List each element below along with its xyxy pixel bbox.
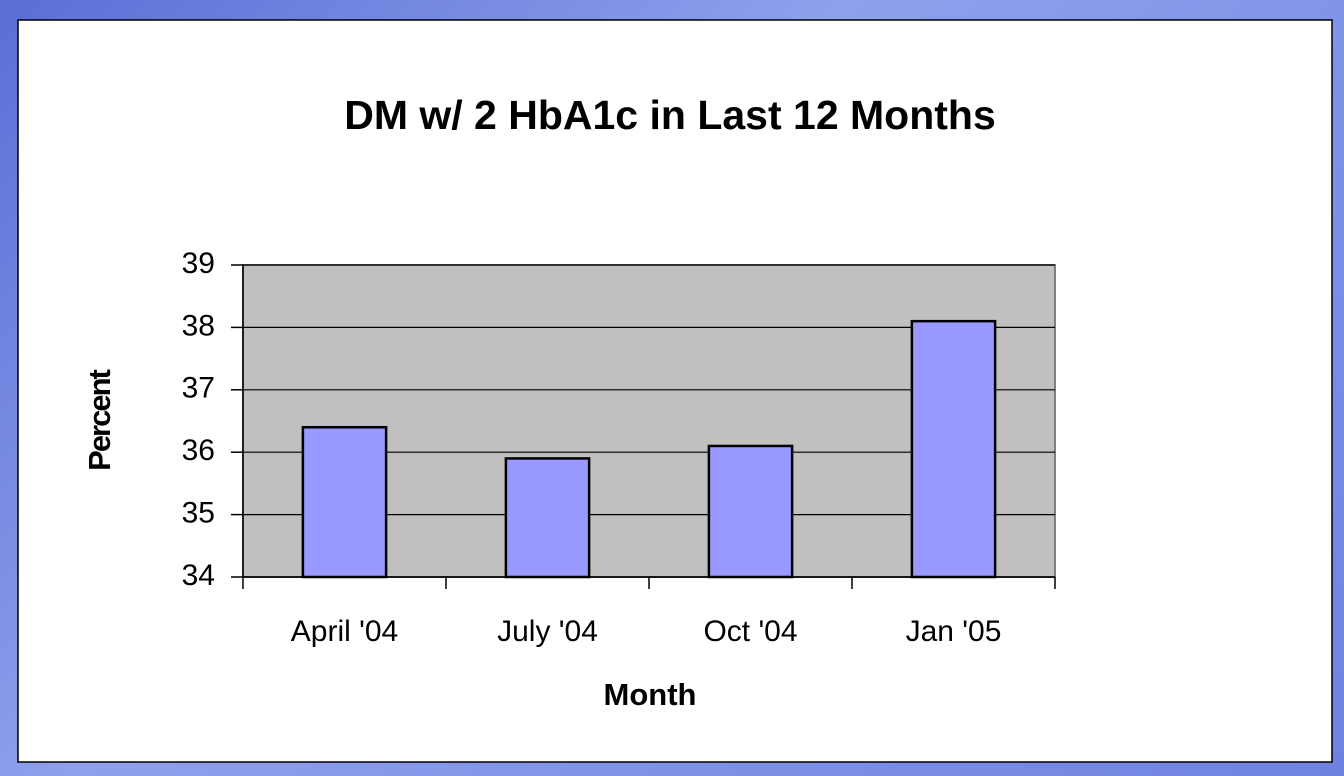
y-tick-label: 39 xyxy=(182,247,215,280)
x-tick-label: Jan '05 xyxy=(906,615,1002,648)
y-tick-label: 36 xyxy=(182,434,215,467)
y-tick-label: 37 xyxy=(182,372,215,405)
y-tick-label: 35 xyxy=(182,497,215,530)
bar xyxy=(910,319,997,579)
y-axis-title: Percent xyxy=(82,369,117,470)
x-tick-label: April '04 xyxy=(291,615,398,648)
x-axis-title: Month xyxy=(604,677,697,712)
chart-title: DM w/ 2 HbA1c in Last 12 Months xyxy=(344,92,996,138)
bar xyxy=(301,425,388,579)
y-tick-label: 38 xyxy=(182,309,215,342)
y-tick-label: 34 xyxy=(182,559,215,592)
bar xyxy=(707,444,794,579)
bar xyxy=(504,457,591,579)
x-tick-label: Oct '04 xyxy=(703,615,797,648)
x-tick-label: July '04 xyxy=(497,615,598,648)
